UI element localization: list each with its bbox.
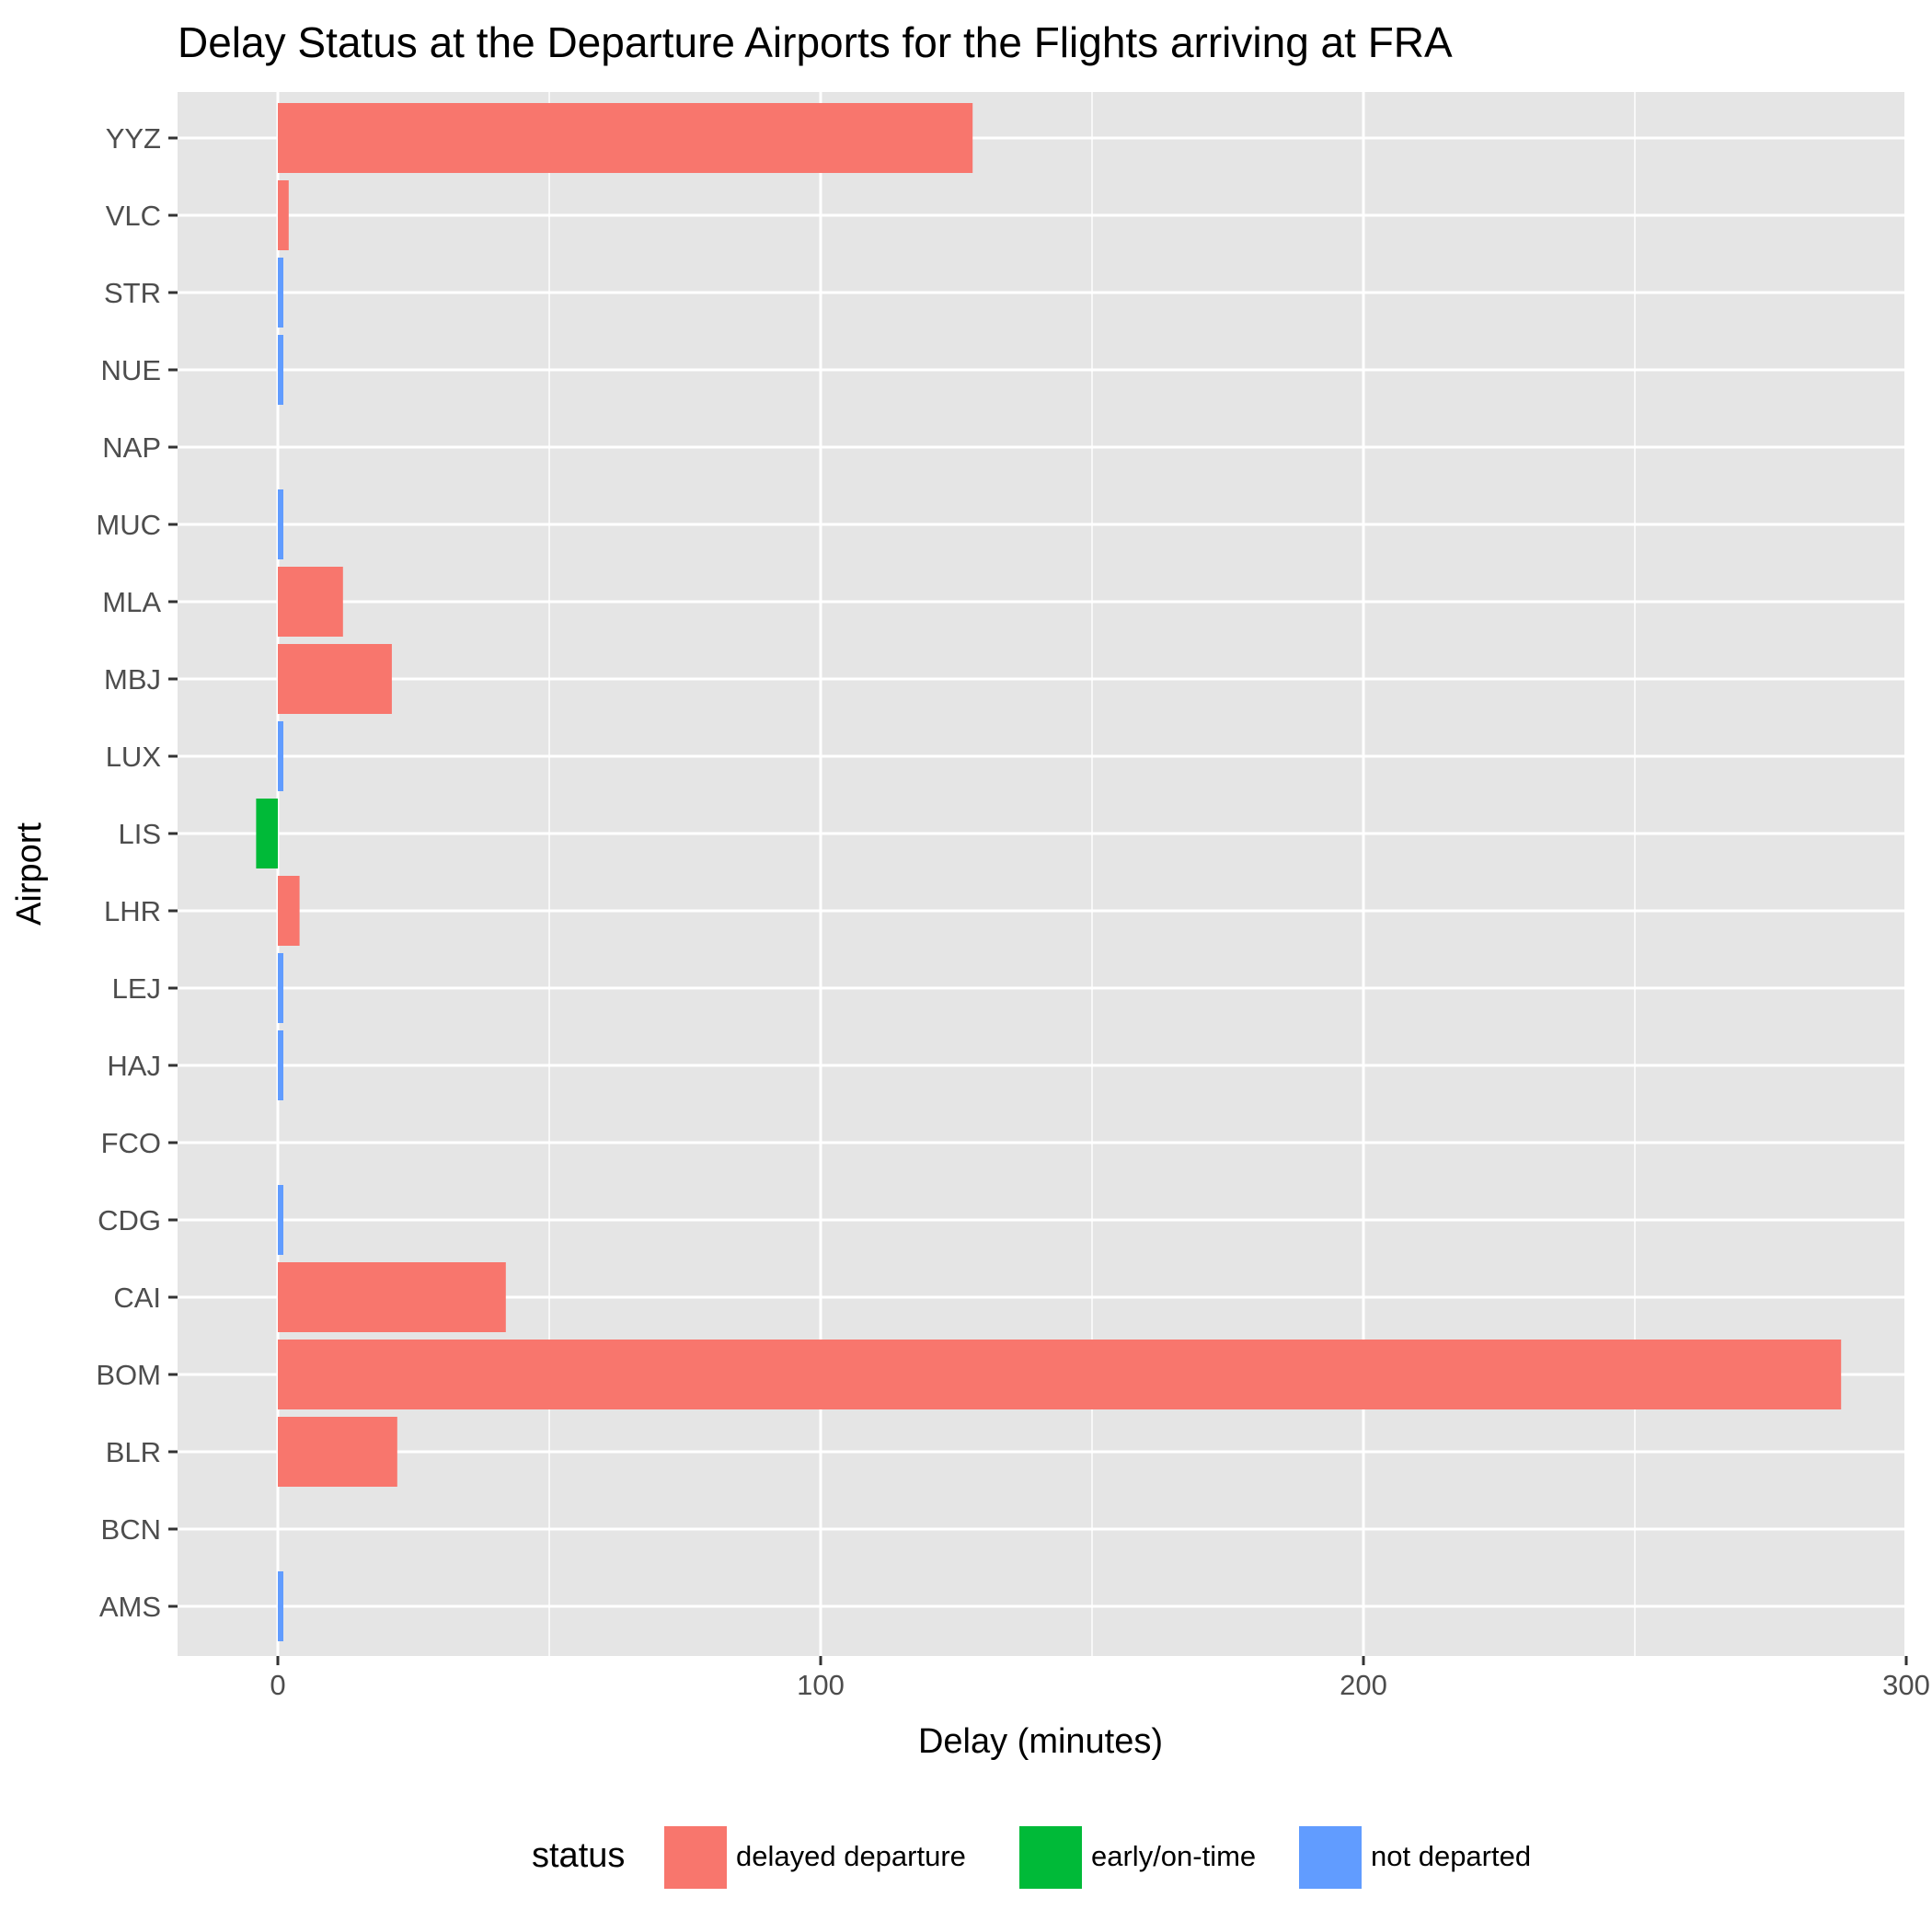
bar-lis — [256, 799, 278, 868]
legend-key — [1019, 1826, 1082, 1889]
bar-cai — [278, 1262, 506, 1332]
grid-major — [178, 92, 1908, 1656]
legend-label: early/on-time — [1091, 1840, 1256, 1872]
y-tick-label: VLC — [106, 200, 161, 232]
y-tick-label: LEJ — [112, 972, 161, 1005]
y-axis-title: Airport — [10, 822, 49, 926]
y-tick-label: LUX — [106, 741, 162, 773]
bar-str — [278, 258, 283, 328]
bar-blr — [278, 1417, 397, 1487]
y-tick-label: CDG — [98, 1204, 161, 1236]
bar-cdg — [278, 1185, 283, 1255]
y-tick-label: NAP — [102, 431, 161, 464]
x-tick-label: 200 — [1340, 1669, 1387, 1701]
y-tick-label: AMS — [99, 1591, 161, 1623]
chart-title: Delay Status at the Departure Airports f… — [178, 18, 1453, 66]
bar-bom — [278, 1340, 1842, 1409]
y-tick-label: STR — [104, 277, 161, 309]
x-tick-label: 300 — [1882, 1669, 1930, 1701]
bar-nue — [278, 335, 283, 405]
y-tick-label: FCO — [101, 1127, 161, 1159]
legend-key — [664, 1826, 727, 1889]
bar-lhr — [278, 876, 300, 946]
x-axis: 0 100 200 300 — [270, 1656, 1930, 1701]
legend-label: delayed departure — [736, 1840, 966, 1872]
y-tick-label: BOM — [96, 1359, 161, 1391]
y-tick-label: MUC — [96, 509, 161, 541]
y-tick-label: LHR — [104, 895, 161, 927]
x-axis-title: Delay (minutes) — [918, 1722, 1163, 1761]
bar-lej — [278, 953, 283, 1023]
bar-haj — [278, 1030, 283, 1100]
y-tick-label: HAJ — [107, 1050, 161, 1082]
y-tick-label: BLR — [106, 1436, 161, 1468]
legend-key — [1299, 1826, 1362, 1889]
bar-yyz — [278, 103, 973, 173]
y-tick-label: YYZ — [106, 122, 161, 155]
bar-mla — [278, 567, 343, 637]
legend-label: not departed — [1371, 1840, 1531, 1872]
legend: status delayed departure early/on-time not… — [532, 1826, 1531, 1889]
y-tick-label: MLA — [102, 586, 161, 618]
y-axis: YYZ VLC STR NUE NAP MUC MLA MBJ LUX LIS LHR LEJ HAJ F… — [96, 122, 178, 1623]
y-tick-label: BCN — [101, 1513, 161, 1546]
x-tick-label: 100 — [797, 1669, 845, 1701]
y-tick-label: CAI — [113, 1282, 161, 1314]
bar-ams — [278, 1571, 283, 1641]
y-tick-label: NUE — [101, 354, 161, 386]
bar-mbj — [278, 644, 392, 714]
bar-lux — [278, 721, 283, 791]
bar-muc — [278, 489, 283, 559]
bars — [256, 103, 1842, 1641]
x-tick-label: 0 — [270, 1669, 285, 1701]
y-tick-label: LIS — [118, 818, 161, 850]
y-tick-label: MBJ — [104, 663, 161, 696]
legend-title: status — [532, 1836, 625, 1875]
bar-vlc — [278, 180, 289, 250]
plot-panel — [178, 92, 1904, 1656]
